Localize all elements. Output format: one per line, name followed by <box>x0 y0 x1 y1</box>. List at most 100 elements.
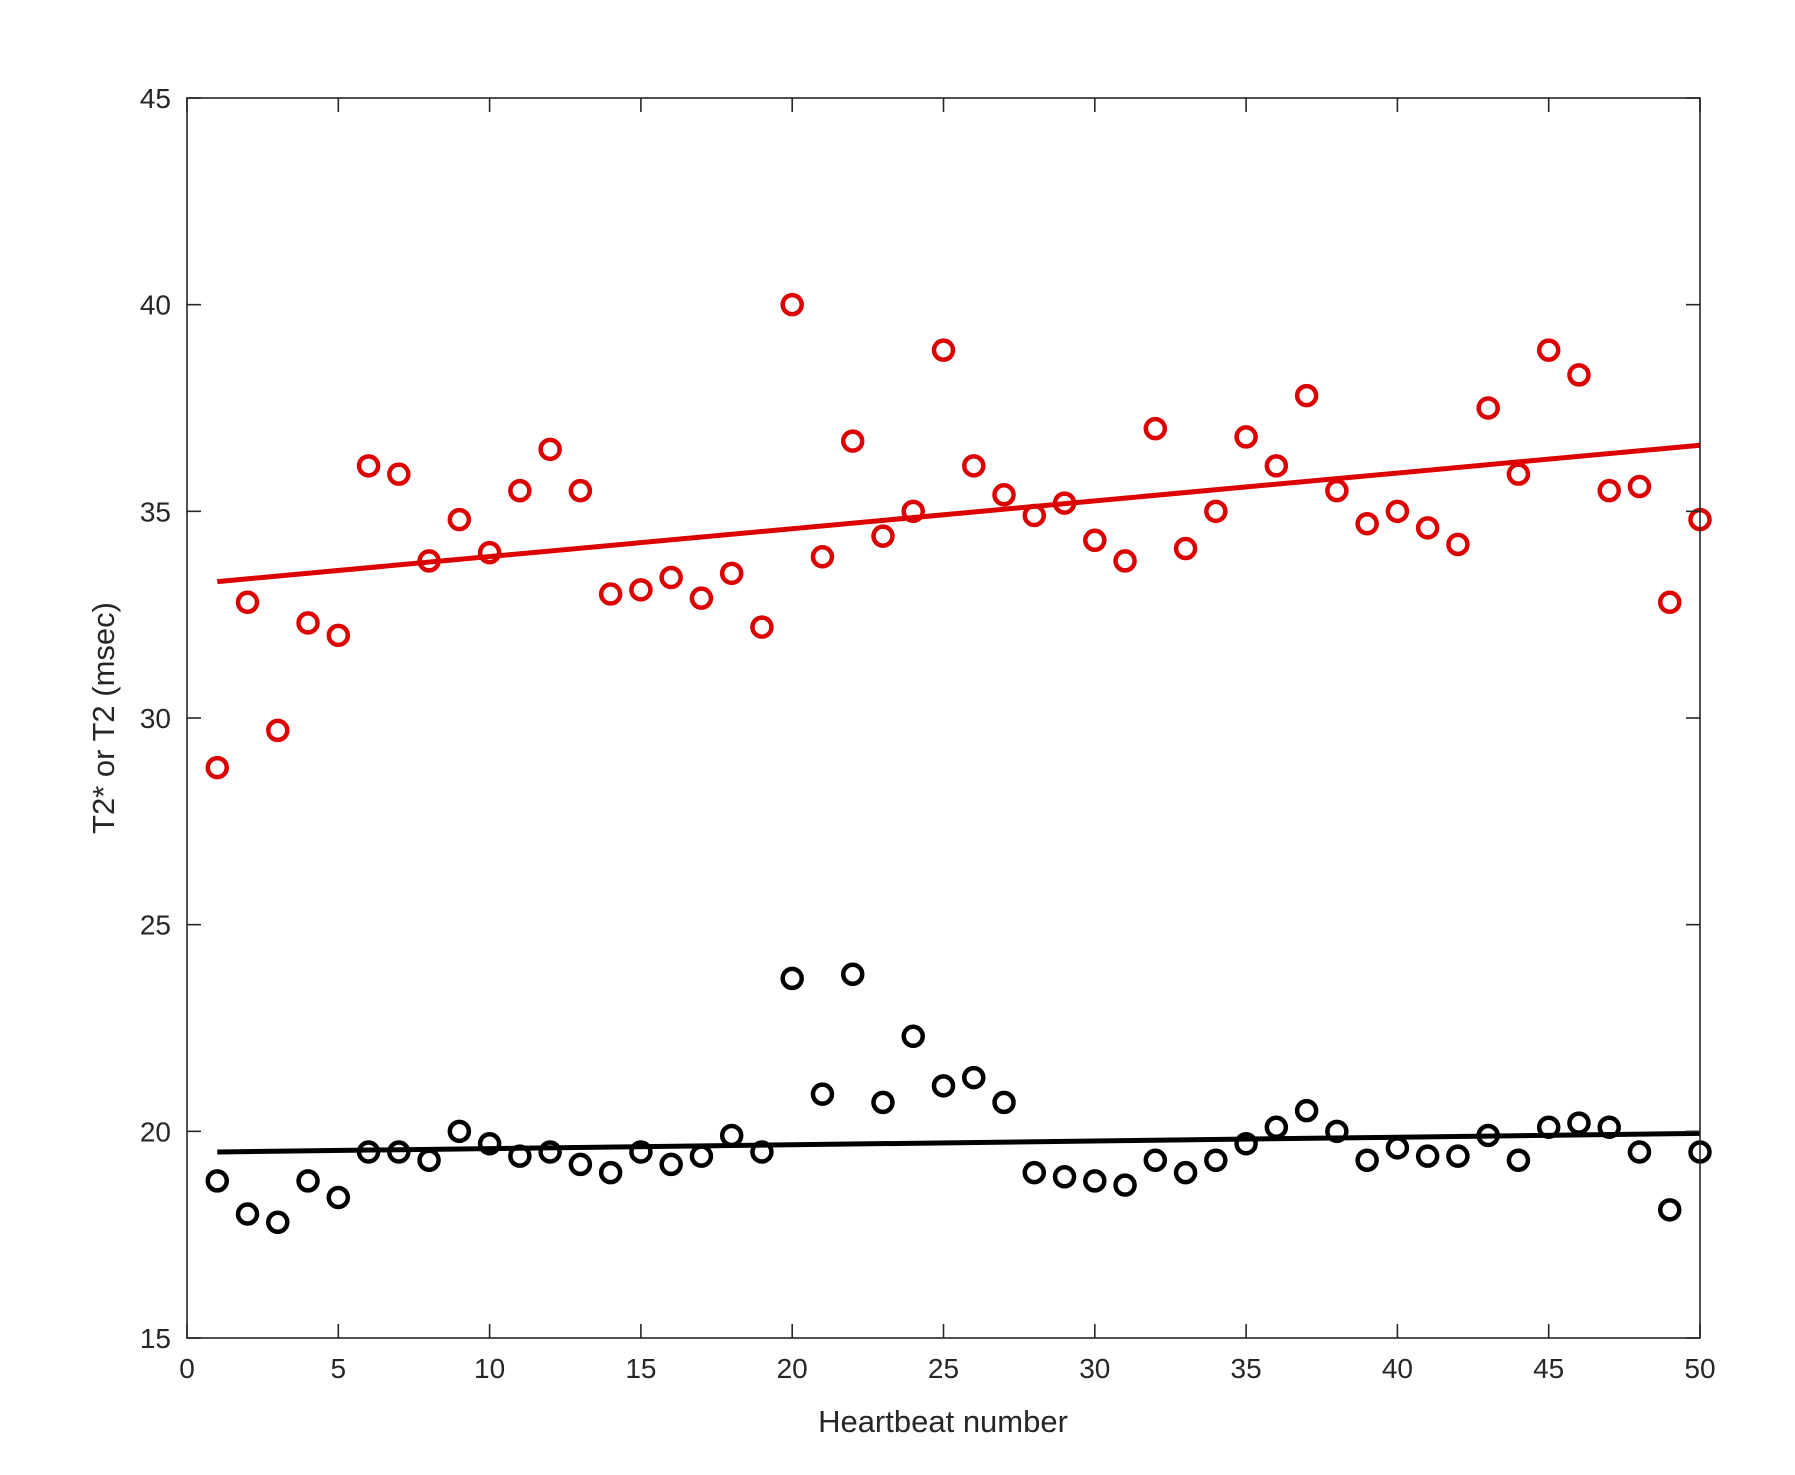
x-tick-label: 30 <box>1079 1353 1110 1384</box>
data-point <box>629 1140 653 1164</box>
data-point <box>477 540 502 565</box>
x-axis-label: Heartbeat number <box>818 1404 1068 1439</box>
data-point <box>931 338 956 362</box>
trend-line <box>217 442 1701 585</box>
data-point <box>810 545 835 569</box>
data-point <box>538 437 562 462</box>
data-point <box>992 483 1016 507</box>
data-point <box>508 1144 532 1168</box>
data-point <box>1476 396 1500 420</box>
data-point <box>1415 1144 1440 1168</box>
x-tick-label: 10 <box>474 1353 505 1384</box>
y-tick-label: 30 <box>140 703 171 734</box>
data-point <box>447 507 472 532</box>
data-point <box>901 1024 925 1049</box>
data-point <box>1567 1111 1591 1135</box>
x-tick-label: 45 <box>1533 1353 1564 1384</box>
data-point <box>1234 1131 1258 1156</box>
series-1 <box>205 292 1712 780</box>
x-axis-ticks: 0 5 10 15 20 25 30 35 40 45 50 <box>179 98 1716 1384</box>
data-point <box>1294 383 1319 408</box>
data-point <box>508 478 532 503</box>
data-point <box>387 1140 411 1164</box>
data-point <box>1567 363 1591 387</box>
data-point <box>1204 1148 1228 1173</box>
data-point <box>992 1090 1016 1115</box>
data-point <box>1264 454 1289 478</box>
data-point <box>1657 590 1682 615</box>
data-point <box>235 590 260 615</box>
data-point <box>1597 478 1621 503</box>
x-tick-label: 35 <box>1231 1353 1262 1384</box>
data-point <box>1536 338 1561 362</box>
data-point <box>1385 1136 1410 1160</box>
data-point <box>477 1131 502 1156</box>
data-point <box>1113 1173 1137 1197</box>
data-point <box>1325 478 1349 503</box>
y-tick-label: 35 <box>140 496 171 527</box>
data-point <box>1506 462 1531 486</box>
data-point <box>326 1185 351 1210</box>
data-point <box>1264 1115 1289 1139</box>
data-point <box>1355 1148 1379 1173</box>
x-tick-label: 40 <box>1382 1353 1413 1384</box>
x-tick-label: 25 <box>928 1353 959 1384</box>
data-point <box>780 292 804 317</box>
data-point <box>205 1169 230 1193</box>
data-point <box>962 454 986 478</box>
data-point <box>750 615 774 639</box>
data-point <box>1385 499 1410 524</box>
x-tick-label: 5 <box>331 1353 347 1384</box>
data-point <box>1052 491 1077 515</box>
data-point <box>235 1202 260 1226</box>
x-tick-label: 15 <box>625 1353 656 1384</box>
y-tick-label: 40 <box>140 290 171 321</box>
data-point <box>659 1152 683 1177</box>
data-point <box>1113 549 1137 573</box>
data-point <box>1657 1198 1682 1222</box>
data-point <box>1204 499 1228 524</box>
data-point <box>1627 1140 1652 1164</box>
data-point <box>538 1140 562 1164</box>
y-tick-label: 25 <box>140 910 171 941</box>
data-point <box>871 1090 895 1115</box>
data-point <box>326 623 351 648</box>
data-point <box>840 429 865 453</box>
data-point <box>598 582 623 606</box>
data-point <box>1052 1165 1077 1189</box>
data-point <box>719 561 744 586</box>
data-point <box>1294 1098 1319 1123</box>
data-point <box>750 1140 774 1164</box>
data-point <box>871 524 895 548</box>
y-tick-label: 20 <box>140 1116 171 1147</box>
data-point <box>1446 1144 1470 1168</box>
data-point <box>1476 1123 1500 1148</box>
data-point <box>205 755 230 780</box>
data-point <box>356 1140 381 1164</box>
y-axis-label: T2* or T2 (msec) <box>86 602 121 834</box>
data-point <box>1173 1160 1198 1185</box>
y-axis-ticks: 15 20 25 30 35 40 45 <box>140 83 1700 1354</box>
data-point <box>1022 503 1047 528</box>
data-point <box>780 966 804 991</box>
data-point <box>1083 1169 1107 1193</box>
data-point <box>1355 511 1379 536</box>
data-point <box>266 718 290 743</box>
data-point <box>1143 1148 1168 1173</box>
data-point <box>719 1123 744 1148</box>
data-point <box>1083 528 1107 553</box>
data-point <box>659 565 683 590</box>
data-point <box>356 454 381 478</box>
trend-line <box>217 1130 1701 1155</box>
data-point <box>810 1082 835 1106</box>
data-point <box>447 1119 472 1144</box>
data-point <box>962 1065 986 1090</box>
y-tick-label: 45 <box>140 83 171 114</box>
data-point <box>840 962 865 987</box>
data-point <box>417 549 441 573</box>
data-point <box>689 1144 714 1168</box>
x-tick-label: 0 <box>179 1353 195 1384</box>
data-point <box>1627 474 1652 499</box>
